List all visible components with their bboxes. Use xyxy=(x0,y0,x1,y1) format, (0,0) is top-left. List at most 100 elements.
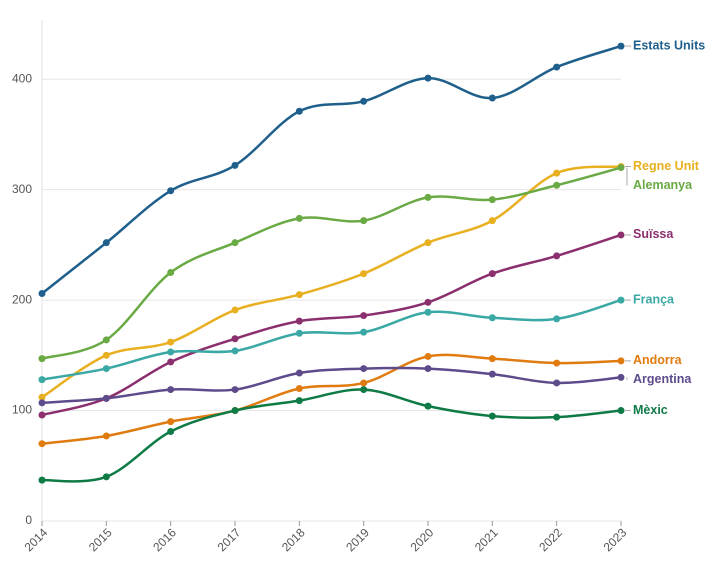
point xyxy=(295,214,303,222)
point xyxy=(38,399,46,407)
point xyxy=(488,355,496,363)
point xyxy=(424,402,432,410)
series-line xyxy=(41,298,622,381)
point xyxy=(167,348,175,356)
point xyxy=(553,359,561,367)
point xyxy=(295,317,303,325)
point xyxy=(231,161,239,169)
point xyxy=(38,476,46,484)
point xyxy=(488,196,496,204)
point xyxy=(553,413,561,421)
point xyxy=(424,308,432,316)
point xyxy=(360,365,368,373)
point xyxy=(38,355,46,363)
point xyxy=(360,328,368,336)
point xyxy=(167,187,175,195)
point xyxy=(102,351,110,359)
point xyxy=(488,270,496,278)
point xyxy=(553,181,561,189)
point xyxy=(295,291,303,299)
point xyxy=(553,379,561,387)
point xyxy=(553,169,561,177)
x-tick-label: 2018 xyxy=(279,525,308,554)
point xyxy=(360,386,368,394)
point xyxy=(488,370,496,378)
point xyxy=(167,338,175,346)
point xyxy=(231,306,239,314)
point xyxy=(488,412,496,420)
point xyxy=(424,74,432,82)
point xyxy=(167,418,175,426)
y-tick-label: 0 xyxy=(25,513,32,527)
point xyxy=(360,217,368,225)
series-label: Mèxic xyxy=(633,403,668,417)
point xyxy=(424,239,432,247)
point xyxy=(617,296,625,304)
x-tick-label: 2020 xyxy=(408,525,437,554)
series-line xyxy=(41,366,622,405)
series-line xyxy=(41,44,622,295)
point xyxy=(553,252,561,260)
point xyxy=(488,314,496,322)
series-label: Alemanya xyxy=(633,178,693,192)
point xyxy=(617,407,625,415)
point xyxy=(617,373,625,381)
point xyxy=(488,94,496,102)
point xyxy=(231,347,239,355)
x-tick-label: 2017 xyxy=(215,525,244,554)
point xyxy=(102,473,110,481)
x-tick-label: 2015 xyxy=(86,525,115,554)
x-tick-label: 2022 xyxy=(536,525,565,554)
point xyxy=(424,365,432,373)
point xyxy=(102,365,110,373)
point xyxy=(360,312,368,320)
point xyxy=(295,397,303,405)
x-tick-label: 2019 xyxy=(343,525,372,554)
point xyxy=(102,239,110,247)
point xyxy=(424,298,432,306)
point xyxy=(360,270,368,278)
point xyxy=(360,379,368,387)
point xyxy=(488,217,496,225)
series-label: Regne Unit xyxy=(633,159,700,173)
point xyxy=(167,428,175,436)
series-line xyxy=(41,166,622,360)
point xyxy=(424,193,432,201)
series-label: Suïssa xyxy=(633,227,674,241)
point xyxy=(424,352,432,360)
point xyxy=(231,386,239,394)
series-label: França xyxy=(633,292,675,306)
point xyxy=(295,369,303,377)
x-tick-label: 2014 xyxy=(22,525,51,554)
point xyxy=(295,384,303,392)
point xyxy=(231,407,239,415)
series-label: Estats Units xyxy=(633,38,705,52)
y-tick-label: 100 xyxy=(12,403,32,417)
point xyxy=(38,289,46,297)
y-tick-label: 200 xyxy=(12,292,32,306)
point xyxy=(360,97,368,105)
point xyxy=(231,239,239,247)
series-label: Andorra xyxy=(633,353,683,367)
y-tick-label: 300 xyxy=(12,182,32,196)
point xyxy=(38,440,46,448)
point xyxy=(167,358,175,366)
point xyxy=(167,386,175,394)
point xyxy=(553,63,561,71)
point xyxy=(102,336,110,344)
point xyxy=(295,107,303,115)
x-tick-label: 2023 xyxy=(601,525,630,554)
point xyxy=(617,42,625,50)
series-line xyxy=(41,388,622,483)
point xyxy=(553,315,561,323)
point xyxy=(231,335,239,343)
point xyxy=(295,329,303,337)
series-line xyxy=(41,353,622,445)
point xyxy=(102,432,110,440)
point xyxy=(38,411,46,419)
x-tick-label: 2016 xyxy=(150,525,179,554)
point xyxy=(617,357,625,365)
y-tick-label: 400 xyxy=(12,71,32,85)
series-label: Argentina xyxy=(633,372,692,386)
